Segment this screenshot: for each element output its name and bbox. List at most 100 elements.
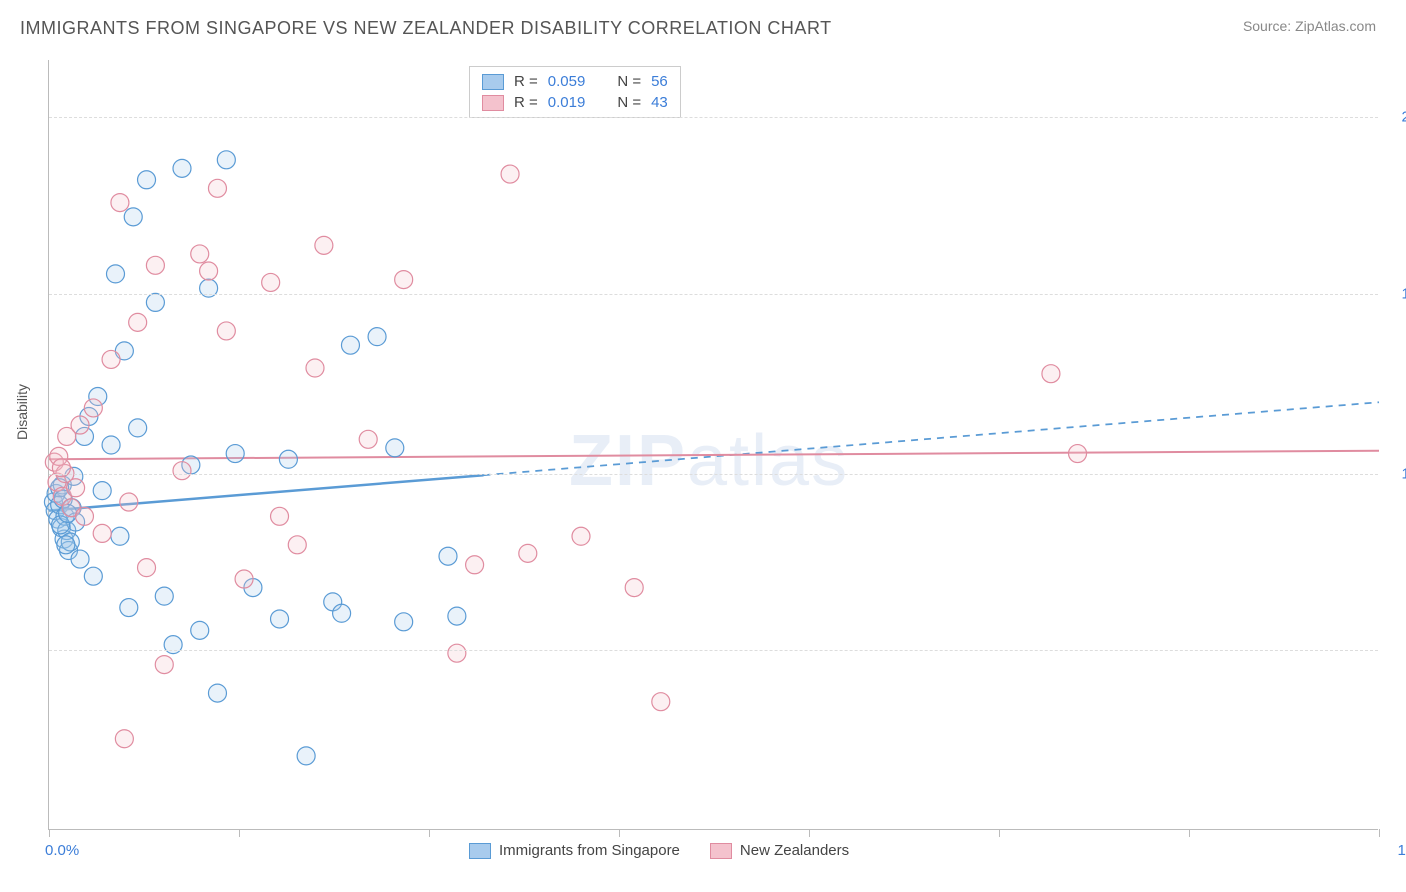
legend-label: Immigrants from Singapore — [499, 842, 680, 859]
data-point — [155, 656, 173, 674]
data-point — [200, 262, 218, 280]
data-point — [107, 265, 125, 283]
data-point — [217, 322, 235, 340]
x-tick-label: 15.0% — [1397, 842, 1406, 859]
data-point — [1069, 445, 1087, 463]
data-point — [129, 313, 147, 331]
data-point — [191, 621, 209, 639]
data-point — [466, 556, 484, 574]
data-point — [271, 507, 289, 525]
data-point — [235, 570, 253, 588]
data-point — [395, 613, 413, 631]
n-label: N = — [617, 73, 641, 90]
data-point — [102, 436, 120, 454]
legend-label: New Zealanders — [740, 842, 849, 859]
data-point — [146, 293, 164, 311]
legend-item: New Zealanders — [710, 842, 849, 859]
data-point — [439, 547, 457, 565]
y-tick-label: 18.8% — [1401, 285, 1406, 302]
data-point — [93, 482, 111, 500]
data-point — [129, 419, 147, 437]
trend-line-solid — [49, 451, 1379, 460]
correlation-legend: R = 0.059 N = 56 R =0.019N =43 — [469, 66, 681, 118]
n-label: N = — [617, 94, 641, 111]
data-point — [448, 607, 466, 625]
data-point — [111, 194, 129, 212]
legend-row: R = 0.059 N = 56 — [482, 71, 668, 92]
data-point — [306, 359, 324, 377]
data-point — [519, 544, 537, 562]
data-point — [120, 599, 138, 617]
source-attribution: Source: ZipAtlas.com — [1243, 18, 1376, 34]
trend-line-solid — [49, 475, 483, 510]
data-point — [572, 527, 590, 545]
data-point — [217, 151, 235, 169]
data-point — [297, 747, 315, 765]
r-label: R = — [514, 73, 538, 90]
legend-swatch — [482, 95, 504, 111]
data-point — [271, 610, 289, 628]
data-point — [138, 171, 156, 189]
data-point — [115, 730, 133, 748]
x-tick — [1379, 829, 1380, 837]
data-point — [652, 693, 670, 711]
data-point — [315, 236, 333, 254]
data-point — [102, 350, 120, 368]
data-point — [208, 684, 226, 702]
data-point — [124, 208, 142, 226]
data-point — [155, 587, 173, 605]
x-tick — [49, 829, 50, 837]
data-point — [333, 604, 351, 622]
gridline — [49, 650, 1378, 651]
data-point — [288, 536, 306, 554]
data-point — [71, 550, 89, 568]
y-axis-label: Disability — [14, 384, 30, 440]
data-point — [386, 439, 404, 457]
gridline — [49, 117, 1378, 118]
legend-row: R =0.019N =43 — [482, 92, 668, 113]
legend-item: Immigrants from Singapore — [469, 842, 680, 859]
x-tick — [429, 829, 430, 837]
scatter-plot-svg — [49, 60, 1378, 829]
data-point — [341, 336, 359, 354]
data-point — [111, 527, 129, 545]
r-label: R = — [514, 94, 538, 111]
data-point — [448, 644, 466, 662]
n-value: 56 — [651, 73, 668, 90]
chart-plot-area: ZIPatlas R =0.059N =56R =0.019N =43 Immi… — [48, 60, 1378, 830]
data-point — [93, 524, 111, 542]
r-value: 0.059 — [548, 73, 586, 90]
data-point — [75, 507, 93, 525]
data-point — [57, 536, 75, 554]
y-tick-label: 12.5% — [1401, 465, 1406, 482]
x-tick-label: 0.0% — [45, 842, 79, 859]
gridline — [49, 294, 1378, 295]
data-point — [71, 416, 89, 434]
x-tick — [999, 829, 1000, 837]
x-tick — [239, 829, 240, 837]
data-point — [368, 328, 386, 346]
legend-swatch — [469, 843, 491, 859]
data-point — [138, 559, 156, 577]
data-point — [208, 179, 226, 197]
data-point — [191, 245, 209, 263]
data-point — [84, 399, 102, 417]
chart-title: IMMIGRANTS FROM SINGAPORE VS NEW ZEALAND… — [20, 18, 832, 39]
data-point — [395, 271, 413, 289]
x-tick — [809, 829, 810, 837]
data-point — [67, 479, 85, 497]
data-point — [279, 450, 297, 468]
trend-line-dashed — [483, 402, 1379, 475]
data-point — [1042, 365, 1060, 383]
data-point — [84, 567, 102, 585]
data-point — [359, 430, 377, 448]
data-point — [173, 159, 191, 177]
x-tick — [619, 829, 620, 837]
data-point — [226, 445, 244, 463]
y-tick-label: 25.0% — [1401, 109, 1406, 126]
data-point — [262, 273, 280, 291]
gridline — [49, 474, 1378, 475]
x-tick — [1189, 829, 1190, 837]
data-point — [501, 165, 519, 183]
data-point — [173, 462, 191, 480]
